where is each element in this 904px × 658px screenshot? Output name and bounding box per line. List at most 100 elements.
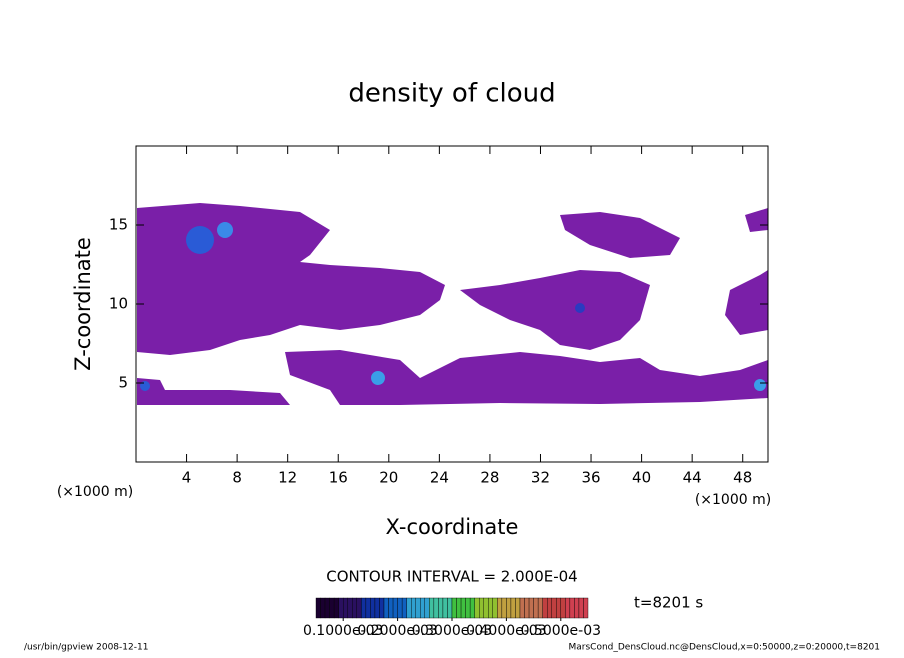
y-tick-label: 15	[109, 216, 128, 234]
colorbar-tick-label: 0.4000e-03	[466, 623, 546, 639]
x-tick-label: 20	[379, 469, 398, 487]
colorbar-swatch	[488, 597, 493, 619]
footer-left: /usr/bin/gpview 2008-12-11	[24, 643, 148, 653]
colorbar: 0.1000e-030.2000e-030.3000e-030.4000e-03…	[303, 597, 601, 639]
colorbar-swatch	[469, 597, 475, 619]
cloud-field	[137, 203, 768, 405]
colorbar-swatch	[528, 597, 534, 619]
colorbar-tick-label: 0.3000e-03	[412, 623, 492, 639]
colorbar-swatch	[415, 597, 421, 619]
colorbar-swatch	[370, 597, 376, 619]
cloud-core	[371, 371, 385, 385]
cloud-region	[137, 203, 445, 355]
x-tick-label: 40	[632, 469, 651, 487]
colorbar-swatch	[583, 597, 589, 619]
colorbar-swatch	[438, 597, 444, 619]
colorbar-tick-label: 0.1000e-03	[303, 623, 383, 639]
colorbar-swatch	[343, 597, 348, 619]
colorbar-swatch	[383, 597, 389, 619]
colorbar-swatch	[320, 597, 326, 619]
cloud-region	[725, 270, 768, 335]
y-tick-label: 5	[118, 374, 128, 392]
colorbar-swatch	[433, 597, 439, 619]
x-tick-label: 36	[581, 469, 600, 487]
x-tick-label: 12	[278, 469, 297, 487]
colorbar-tick-label: 0.5000e-03	[521, 623, 601, 639]
colorbar-swatch	[569, 597, 575, 619]
colorbar-swatch	[315, 597, 321, 619]
cloud-region	[745, 208, 768, 232]
colorbar-swatch	[474, 597, 480, 619]
cloud-core	[754, 379, 766, 391]
x-tick-label: 8	[232, 469, 242, 487]
colorbar-swatch	[356, 597, 362, 619]
colorbar-swatch	[374, 597, 380, 619]
colorbar-tick-label: 0.2000e-03	[357, 623, 437, 639]
x-tick-label: 48	[733, 469, 752, 487]
colorbar-swatch	[565, 597, 571, 619]
colorbar-swatch	[347, 597, 353, 619]
x-axis-label: X-coordinate	[386, 515, 519, 539]
colorbar-swatch	[442, 597, 448, 619]
x-tick-label: 16	[329, 469, 348, 487]
colorbar-swatch	[397, 597, 403, 619]
colorbar-swatch	[492, 597, 498, 619]
x-tick-label: 32	[531, 469, 550, 487]
x-tick-label: 28	[480, 469, 499, 487]
colorbar-swatch	[420, 597, 425, 619]
colorbar-swatch	[388, 597, 394, 619]
y-unit: (×1000 m)	[57, 484, 133, 500]
colorbar-swatch	[411, 597, 416, 619]
colorbar-swatch	[533, 597, 539, 619]
colorbar-swatch	[524, 597, 530, 619]
colorbar-swatch	[447, 597, 453, 619]
colorbar-swatch	[352, 597, 357, 619]
colorbar-swatch	[501, 597, 507, 619]
cloud-region	[560, 212, 680, 258]
chart-title: density of cloud	[348, 79, 555, 109]
colorbar-swatch	[479, 597, 484, 619]
colorbar-swatch	[560, 597, 566, 619]
contour-interval: CONTOUR INTERVAL = 2.000E-04	[326, 568, 577, 586]
x-tick-label: 24	[430, 469, 449, 487]
colorbar-swatch	[497, 597, 503, 619]
cloud-region	[460, 270, 650, 350]
colorbar-swatch	[451, 597, 457, 619]
x-tick-label: 44	[683, 469, 702, 487]
colorbar-swatch	[324, 597, 330, 619]
colorbar-swatch	[537, 597, 543, 619]
colorbar-swatch	[515, 597, 521, 619]
colorbar-swatch	[365, 597, 371, 619]
colorbar-swatch	[574, 597, 580, 619]
colorbar-swatch	[519, 597, 525, 619]
colorbar-swatch	[379, 597, 385, 619]
cloud-region	[137, 378, 290, 405]
cloud-core	[575, 303, 585, 313]
x-unit: (×1000 m)	[695, 492, 771, 508]
colorbar-swatch	[406, 597, 412, 619]
footer-right: MarsCond_DensCloud.nc@DensCloud,x=0:5000…	[569, 643, 881, 653]
colorbar-swatch	[578, 597, 584, 619]
colorbar-swatch	[547, 597, 552, 619]
colorbar-swatch	[551, 597, 557, 619]
colorbar-swatch	[510, 597, 516, 619]
colorbar-swatch	[456, 597, 462, 619]
colorbar-swatch	[429, 597, 435, 619]
y-axis-label: Z-coordinate	[71, 237, 95, 371]
colorbar-swatch	[401, 597, 407, 619]
colorbar-swatch	[483, 597, 489, 619]
colorbar-swatch	[333, 597, 339, 619]
cloud-region	[285, 350, 768, 405]
colorbar-swatch	[329, 597, 335, 619]
y-tick-label: 10	[109, 295, 128, 313]
cloud-core	[186, 226, 214, 254]
colorbar-swatch	[338, 597, 344, 619]
time-label: t=8201 s	[634, 594, 703, 612]
colorbar-swatch	[392, 597, 398, 619]
colorbar-swatch	[506, 597, 512, 619]
colorbar-swatch	[424, 597, 430, 619]
colorbar-swatch	[460, 597, 466, 619]
colorbar-swatch	[465, 597, 471, 619]
colorbar-swatch	[361, 597, 367, 619]
